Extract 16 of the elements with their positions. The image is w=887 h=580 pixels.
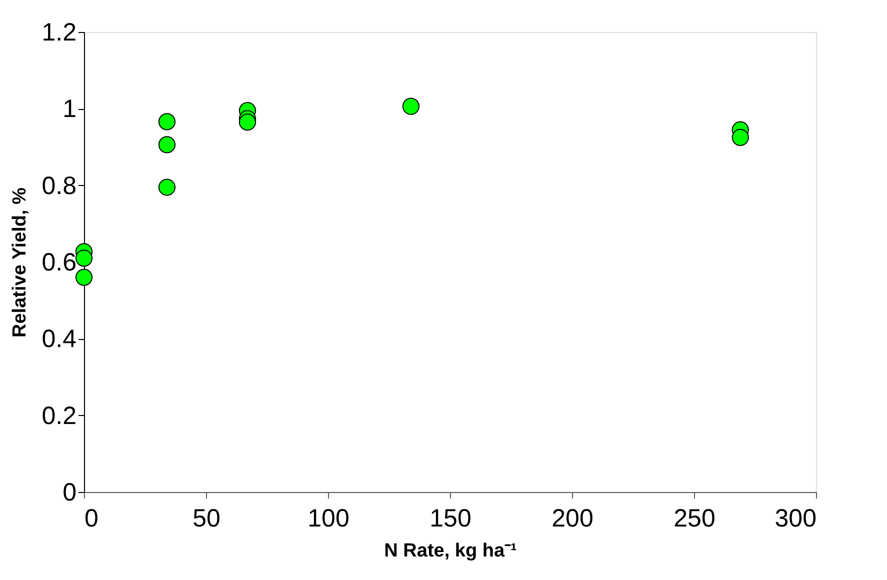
y-axis-title: Relative Yield, %	[10, 187, 31, 338]
y-tick-label: 1.2	[42, 18, 76, 46]
x-tick-label: 50	[192, 504, 220, 532]
x-tick-label: 250	[674, 504, 716, 532]
x-axis-title: N Rate, kg ha⁻¹	[384, 540, 517, 562]
x-tick-label: 150	[430, 504, 472, 532]
y-tick-label: 0.6	[42, 248, 76, 276]
x-tick-label: 300	[774, 504, 816, 532]
x-tick-label: 200	[552, 504, 594, 532]
x-tick-label: 0	[84, 504, 98, 532]
y-tick-label: 0.2	[42, 402, 76, 430]
y-tick-label: 1	[62, 95, 76, 124]
y-tick-label: 0	[62, 478, 76, 506]
x-tick-label: 100	[308, 504, 350, 532]
y-tick-label: 0.8	[42, 172, 76, 200]
y-tick-label: 0.4	[42, 325, 77, 354]
